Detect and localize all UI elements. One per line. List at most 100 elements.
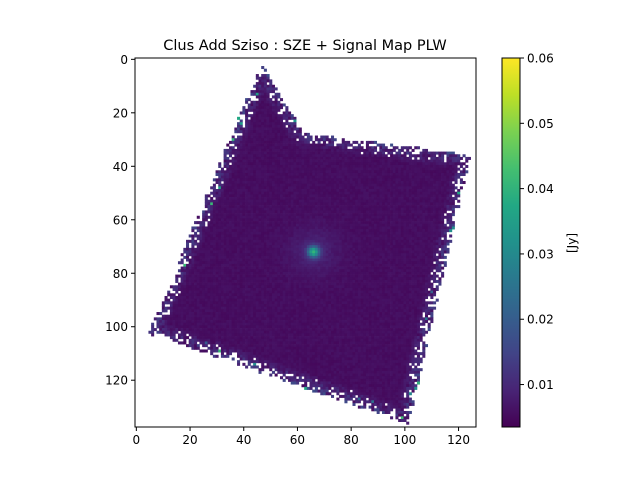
- map-cell-601: [392, 148, 396, 152]
- map-cell-4039: [245, 250, 249, 254]
- map-cell-317: [250, 135, 254, 139]
- map-cell-2789: [228, 215, 233, 219]
- map-cell-1554: [390, 178, 394, 182]
- map-cell-93: [271, 103, 275, 107]
- map-cell-1261: [347, 170, 351, 174]
- map-cell-2937: [379, 218, 383, 222]
- map-cell-4781: [408, 269, 412, 273]
- map-cell-3654: [258, 239, 262, 243]
- map-cell-171: [271, 116, 275, 120]
- map-cell-4585: [411, 263, 415, 267]
- map-cell-4251: [293, 255, 297, 259]
- map-cell-2125: [449, 194, 453, 198]
- map-cell-3444: [204, 234, 208, 238]
- map-cell-4600: [188, 266, 192, 270]
- map-cell-3953: [277, 247, 281, 251]
- map-cell-3842: [242, 245, 246, 249]
- map-cell-4926: [279, 274, 284, 278]
- map-cell-2265: [325, 199, 329, 203]
- map-cell-1067: [312, 164, 316, 168]
- map-cell-3541: [210, 237, 214, 241]
- map-cell-374: [317, 138, 321, 142]
- map-cell-1234: [274, 170, 278, 174]
- map-cell-2538: [304, 207, 308, 211]
- map-cell-3303: [339, 229, 343, 233]
- map-cell-4086: [371, 250, 375, 254]
- map-cell-1200: [430, 167, 434, 171]
- map-cell-1202: [435, 167, 439, 171]
- map-cell-1433: [312, 175, 316, 179]
- map-cell-294: [261, 132, 265, 136]
- map-cell-826: [379, 156, 383, 160]
- map-cell-3111: [344, 223, 348, 227]
- map-cell-2975: [228, 221, 233, 225]
- map-cell-923: [406, 159, 410, 163]
- map-cell-2465: [360, 205, 364, 209]
- map-cell-2621: [274, 210, 278, 214]
- map-cell-1962: [263, 191, 267, 195]
- map-cell-598: [384, 148, 388, 152]
- map-cell-2548: [331, 207, 335, 211]
- map-cell-3116: [357, 223, 361, 227]
- map-cell-355: [261, 138, 265, 142]
- map-cell-2750: [376, 213, 380, 217]
- map-cell-4715: [231, 269, 235, 273]
- map-cell-3702: [387, 239, 391, 243]
- map-cell-853: [465, 156, 469, 160]
- map-cell-2801: [261, 215, 265, 219]
- map-cell-3028: [371, 221, 375, 225]
- map-cell-147: [255, 114, 259, 118]
- map-cell-2677: [424, 210, 429, 214]
- map-cell-4319: [212, 258, 216, 262]
- map-cell-2658: [373, 210, 378, 214]
- map-cell-4841: [312, 271, 316, 275]
- map-cell-623: [263, 151, 267, 155]
- map-cell-492: [271, 146, 275, 150]
- map-cell-938: [449, 159, 453, 163]
- map-cell-4310: [188, 258, 192, 262]
- map-cell-1359: [360, 172, 364, 176]
- map-cell-2907: [298, 218, 302, 222]
- map-cell-4375: [363, 258, 367, 262]
- map-cell-4905: [223, 274, 227, 278]
- map-cell-4759: [349, 269, 353, 273]
- map-cell-441: [269, 143, 273, 147]
- map-cell-4974: [408, 274, 412, 278]
- map-cell-3275: [263, 229, 267, 233]
- map-cell-1140: [269, 167, 273, 171]
- map-cell-1232: [269, 170, 273, 174]
- map-cell-2289: [390, 199, 394, 203]
- map-cell-3463: [255, 234, 259, 238]
- map-cell-4381: [379, 258, 383, 262]
- map-cell-326: [274, 135, 278, 139]
- map-cell-4764: [363, 269, 367, 273]
- map-cell-1379: [414, 172, 418, 176]
- map-cell-3001: [298, 221, 302, 225]
- map-cell-2798: [253, 215, 257, 219]
- map-cell-2716: [285, 213, 289, 217]
- map-cell-2686: [202, 213, 206, 217]
- map-cell-2520: [255, 207, 259, 211]
- map-cell-3472: [279, 234, 284, 238]
- map-cell-1294: [435, 170, 439, 174]
- map-cell-1123: [220, 167, 224, 171]
- map-cell-1866: [253, 189, 257, 193]
- map-cell-3727: [191, 242, 195, 246]
- map-cell-1313: [237, 172, 241, 176]
- map-cell-1576: [449, 178, 453, 182]
- map-cell-1017: [422, 162, 426, 166]
- map-cell-3555: [247, 237, 251, 241]
- map-cell-4955: [357, 274, 361, 278]
- map-cell-4162: [309, 253, 313, 257]
- map-cell-1534: [336, 178, 340, 182]
- map-cell-2784: [215, 215, 219, 219]
- map-cell-2412: [218, 205, 222, 209]
- map-cell-1063: [301, 164, 305, 168]
- map-cell-1702: [301, 183, 305, 187]
- map-cell-3521: [411, 234, 415, 238]
- map-cell-3586: [331, 237, 335, 241]
- map-cell-4502: [188, 263, 192, 267]
- map-cell-3104: [325, 223, 329, 227]
- map-cell-943: [218, 162, 222, 166]
